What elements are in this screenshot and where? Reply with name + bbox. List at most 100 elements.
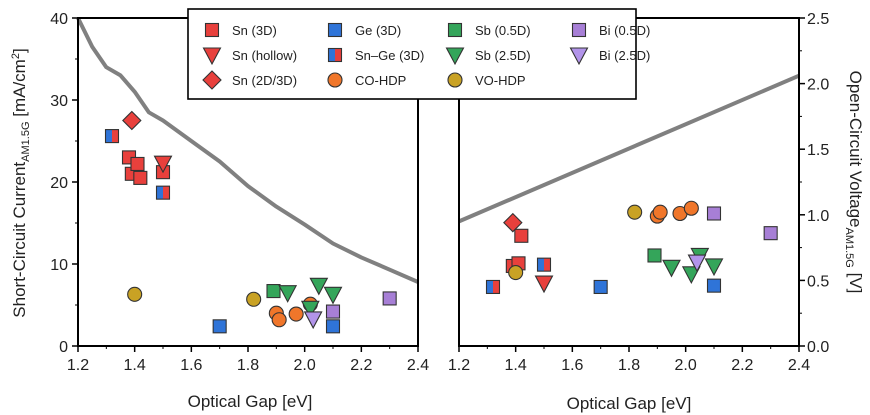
left-x-tick-label-3: 1.8 (237, 357, 259, 374)
right-y-tick-label-1: 0.5 (807, 273, 829, 290)
legend-entry-sb-0-5d-marker (447, 22, 463, 38)
right-x-tick-label-0: 1.2 (448, 357, 470, 374)
legend-entry-ge-3d: Ge (3D) (327, 22, 401, 38)
right-point-bi-0-5d-1 (763, 226, 778, 241)
legend-entry-co-hdp-marker (327, 72, 343, 88)
legend-entry-co-hdp: CO-HDP (327, 72, 406, 88)
legend-box (187, 8, 637, 100)
left-point-sn-ge-3d-0 (104, 129, 120, 144)
legend-entry-sn-2d-3d: Sn (2D/3D) (202, 70, 297, 90)
legend-entry-sn-hollow-marker (202, 47, 222, 66)
right-point-sn-ge-3d-0-right-half (493, 280, 500, 294)
legend-entry-sn-ge-3d: Sn–Ge (3D) (327, 47, 424, 63)
left-point-sn-ge-3d-1-right-half (163, 186, 170, 200)
left-x-tick-label-1: 1.4 (124, 357, 146, 374)
legend-entry-sn-hollow: Sn (hollow) (202, 47, 297, 66)
left-point-sn-3d-3 (133, 170, 148, 185)
right-point-vo-hdp-0 (508, 264, 524, 281)
right-point-sb-2-5d-3 (704, 258, 724, 277)
right-point-ge-3d-0 (593, 279, 608, 295)
legend-entry-bi-0-5d-marker (571, 22, 587, 38)
left-x-tick-label-5: 2.2 (350, 357, 372, 374)
right-y-tick-label-2: 1.0 (807, 208, 829, 225)
right-point-vo-hdp-1 (627, 204, 643, 220)
right-point-sn-hollow-0 (534, 275, 554, 294)
left-y-tick-label-0: 0 (59, 339, 68, 356)
legend-entry-bi-2-5d: Bi (2.5D) (569, 47, 650, 66)
right-point-sb-0-5d-0 (647, 248, 662, 263)
left-y-tick-label-1: 10 (50, 257, 68, 274)
right-point-bi-0-5d-0 (706, 206, 722, 221)
right-point-sb-2-5d-0 (662, 259, 681, 278)
legend-entry-sn-ge-3d-marker-outline (327, 47, 343, 63)
left-x-tick-label-0: 1.2 (67, 357, 89, 374)
right-point-sn-ge-3d-1-right-half (544, 258, 551, 272)
left-point-bi-0-5d-0 (325, 304, 341, 319)
legend-entry-vo-hdp-label: VO-HDP (475, 73, 526, 88)
legend-entry-sn-ge-3d-marker-right-half (335, 48, 342, 62)
right-point-ge-3d-1 (706, 278, 722, 293)
legend-entry-sn-ge-3d-label: Sn–Ge (3D) (355, 48, 424, 63)
right-point-co-hdp-3 (683, 200, 699, 216)
right-x-tick-label-5: 2.2 (731, 357, 753, 374)
right-point-sn-3d-2 (514, 228, 529, 243)
legend-entry-sb-2-5d-label: Sb (2.5D) (475, 48, 531, 63)
right-x-tick-label-1: 1.4 (505, 357, 527, 374)
right-x-tick-label-3: 1.8 (618, 357, 640, 374)
left-point-sn-ge-3d-0-right-half (112, 129, 119, 143)
legend-entry-ge-3d-marker (327, 22, 343, 38)
left-y-tick-label-2: 20 (50, 175, 68, 192)
left-point-ge-3d-1 (325, 319, 341, 334)
left-point-sb-2-5d-0 (278, 285, 298, 303)
right-point-sn-ge-3d-1 (536, 257, 552, 272)
left-point-sn-ge-3d-1-outline (155, 185, 171, 200)
left-point-bi-0-5d-1 (382, 291, 397, 306)
left-x-tick-label-4: 2.0 (294, 357, 316, 374)
legend-entry-sb-2-5d-marker (445, 47, 465, 66)
right-x-tick-label-6: 2.4 (788, 357, 810, 374)
right-point-sn-ge-3d-0 (485, 279, 501, 295)
legend-entry-co-hdp-label: CO-HDP (355, 73, 406, 88)
right-y-tick-label-0: 0.0 (807, 339, 829, 356)
right-point-sn-ge-3d-1-outline (536, 257, 552, 272)
legend-entry-vo-hdp-marker (447, 72, 463, 88)
left-point-vo-hdp-0 (127, 286, 143, 302)
left-point-sn-ge-3d-1 (155, 185, 171, 200)
right-y-tick-label-3: 1.5 (807, 142, 829, 159)
legend-entry-sb-2-5d: Sb (2.5D) (445, 47, 531, 66)
left-point-sn-2d-3d-0 (122, 110, 142, 131)
left-point-co-hdp-1 (271, 312, 287, 328)
left-point-vo-hdp-1 (246, 291, 262, 307)
legend-entry-ge-3d-label: Ge (3D) (355, 23, 401, 38)
left-point-sb-2-5d-2 (309, 277, 329, 296)
left-x-tick-label-6: 2.4 (407, 357, 429, 374)
left-limit-curve (76, 17, 419, 284)
right-x-tick-label-4: 2.0 (675, 357, 697, 374)
right-x-axis-label: Optical Gap [eV] (567, 394, 692, 413)
left-point-bi-2-5d-0 (303, 311, 323, 330)
right-y-tick-label-5: 2.5 (807, 11, 829, 28)
left-x-tick-label-2: 1.6 (180, 357, 202, 374)
right-x-tick-label-2: 1.6 (561, 357, 583, 374)
left-point-sb-0-5d-0 (266, 284, 281, 299)
legend-entry-bi-2-5d-label: Bi (2.5D) (599, 48, 650, 63)
right-y-tick-label-4: 2.0 (807, 77, 829, 94)
legend-entry-sn-ge-3d-marker (327, 47, 343, 63)
left-point-sb-2-5d-3 (323, 286, 343, 305)
legend-entry-sn-2d-3d-marker (202, 70, 222, 90)
left-point-ge-3d-0 (212, 319, 227, 334)
legend: Sn (3D) Sn (hollow) Sn (2D/3D) Ge (3D) Sn–Ge… (187, 8, 650, 100)
legend-entry-bi-2-5d-marker (569, 47, 589, 66)
right-limit-curve (458, 73, 800, 224)
left-x-axis-label: Optical Gap [eV] (188, 392, 313, 411)
left-point-co-hdp-2 (288, 306, 304, 322)
left-point-sb-2-5d-1 (300, 300, 320, 319)
left-y-axis-label: Short-Circuit CurrentAM1.5G [mA/cm2] (10, 48, 32, 317)
left-y-tick-label-3: 30 (50, 93, 68, 110)
right-point-sn-ge-3d-0-outline (485, 279, 501, 295)
legend-entry-sb-0-5d: Sb (0.5D) (447, 22, 531, 38)
legend-entry-vo-hdp: VO-HDP (447, 72, 526, 88)
right-point-bi-2-5d-0 (687, 254, 707, 273)
legend-entry-sn-hollow-label: Sn (hollow) (232, 48, 297, 63)
